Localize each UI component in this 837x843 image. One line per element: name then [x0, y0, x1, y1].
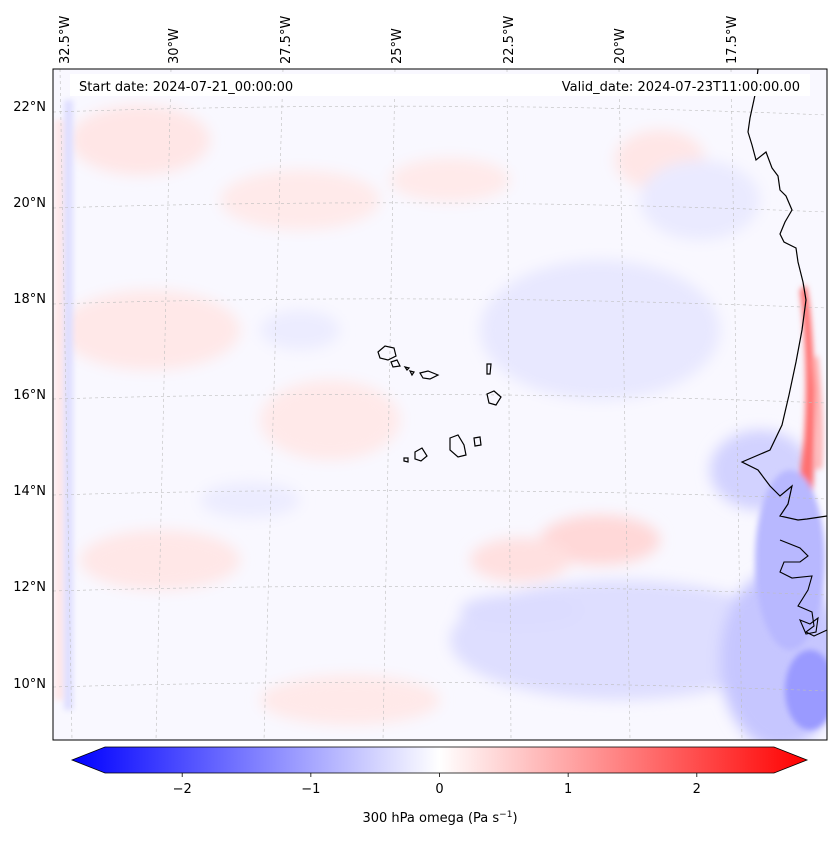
colorbar-label: 300 hPa omega (Pa s−1): [362, 810, 517, 826]
colorbar-bar: [70, 746, 809, 774]
lat-tick-label: 22°N: [13, 100, 46, 115]
graticule: [53, 69, 827, 740]
africa-coastline: [740, 69, 827, 521]
map-frame: [52, 68, 828, 741]
date-banner: [70, 74, 810, 96]
lon-tick-label: 17.5°W: [725, 16, 740, 64]
colorbar-tick-label: −1: [301, 782, 320, 797]
colorbar-tick-label: −2: [173, 782, 192, 797]
lat-tick-label: 16°N: [13, 388, 46, 403]
lon-tick-label: 30°W: [167, 28, 182, 64]
lon-tick-label: 20°W: [613, 28, 628, 64]
lon-tick-label: 22.5°W: [502, 16, 517, 64]
longitude-labels: 32.5°W 30°W 27.5°W 25°W 22.5°W 20°W 17.5…: [58, 16, 740, 64]
lat-tick-label: 14°N: [13, 484, 46, 499]
colorbar-tick-label: 0: [435, 782, 443, 797]
valid-date-label: Valid_date: 2024-07-23T11:00:00.00: [562, 80, 800, 95]
lat-tick-label: 18°N: [13, 292, 46, 307]
colorbar-tick-label: 1: [564, 782, 572, 797]
colorbar: −2 −1 0 1 2 300 hPa omega (Pa s−1): [70, 746, 809, 826]
lat-tick-label: 10°N: [13, 677, 46, 692]
start-date-label: Start date: 2024-07-21_00:00:00: [79, 80, 293, 95]
omega-field: Start date: 2024-07-21_00:00:00 Valid_da…: [53, 69, 827, 740]
colorbar-tick-label: 2: [693, 782, 701, 797]
lon-tick-label: 25°W: [390, 28, 405, 64]
lon-tick-label: 32.5°W: [58, 16, 73, 64]
lat-tick-label: 12°N: [13, 580, 46, 595]
lat-tick-label: 20°N: [13, 196, 46, 211]
latitude-labels: 22°N 20°N 18°N 16°N 14°N 12°N 10°N: [13, 100, 46, 692]
cape-verde-islands: [377, 345, 502, 463]
lon-tick-label: 27.5°W: [279, 16, 294, 64]
